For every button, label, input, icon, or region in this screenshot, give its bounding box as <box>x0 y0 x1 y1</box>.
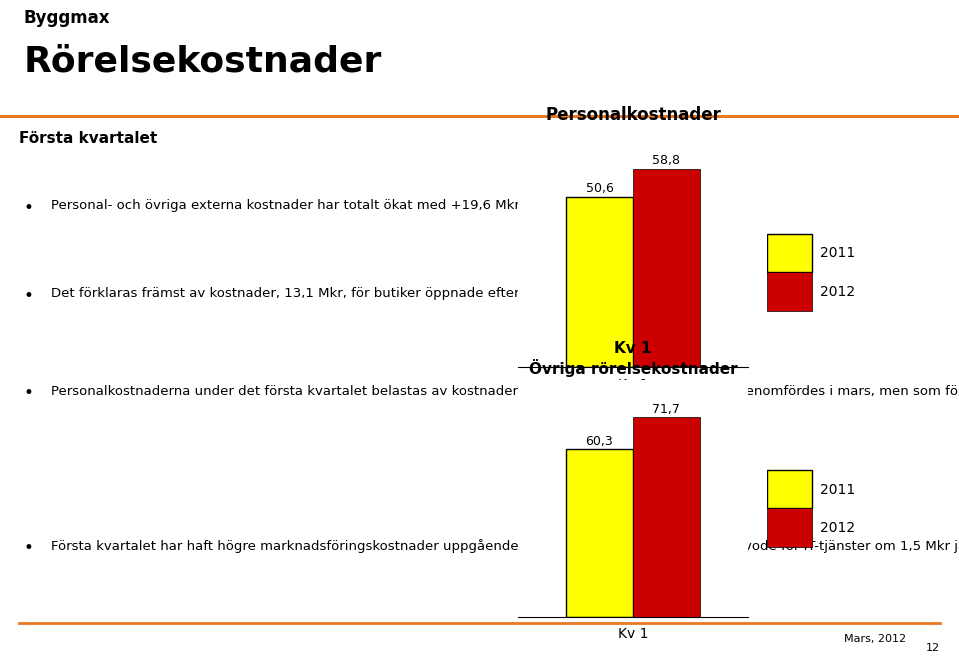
Bar <box>767 508 812 547</box>
Text: Rörelsekostnader: Rörelsekostnader <box>24 45 383 79</box>
Text: 2012: 2012 <box>820 285 855 299</box>
Text: •: • <box>24 287 34 304</box>
Text: Första kvartalet: Första kvartalet <box>19 131 157 146</box>
Text: 60,3: 60,3 <box>586 435 614 447</box>
Text: 50,6: 50,6 <box>586 182 614 195</box>
Text: Personal- och övriga externa kostnader har totalt ökat med +19,6 Mkr.: Personal- och övriga externa kostnader h… <box>51 199 523 212</box>
Text: 58,8: 58,8 <box>652 154 681 167</box>
Bar <box>566 449 633 617</box>
Text: Mars, 2012: Mars, 2012 <box>844 634 906 644</box>
Text: 12: 12 <box>925 643 940 653</box>
Text: 71,7: 71,7 <box>652 403 680 416</box>
Bar <box>767 470 812 508</box>
Text: 2012: 2012 <box>820 521 855 535</box>
Text: Kv 1
Övriga rörelsekostnader: Kv 1 Övriga rörelsekostnader <box>528 341 737 377</box>
Text: Det förklaras främst av kostnader, 13,1 Mkr, för butiker öppnade efter första kv: Det förklaras främst av kostnader, 13,1 … <box>51 287 668 300</box>
Bar <box>633 417 700 617</box>
Bar <box>767 272 812 310</box>
Bar <box>633 169 700 367</box>
Text: •: • <box>24 539 34 557</box>
Title: Personalkostnader: Personalkostnader <box>545 106 721 124</box>
Text: Personalkostnaderna under det första kvartalet belastas av kostnader för den per: Personalkostnaderna under det första kva… <box>51 384 959 398</box>
Text: •: • <box>24 199 34 217</box>
Text: 2011: 2011 <box>820 247 855 260</box>
Text: Första kvartalet har haft högre marknadsföringskostnader uppgående till 2,8 Mkr,: Första kvartalet har haft högre marknads… <box>51 539 959 553</box>
Text: •: • <box>24 384 34 401</box>
Text: 2011: 2011 <box>820 483 855 497</box>
Bar <box>767 234 812 272</box>
Bar <box>566 197 633 367</box>
Text: Byggmax: Byggmax <box>24 9 110 28</box>
